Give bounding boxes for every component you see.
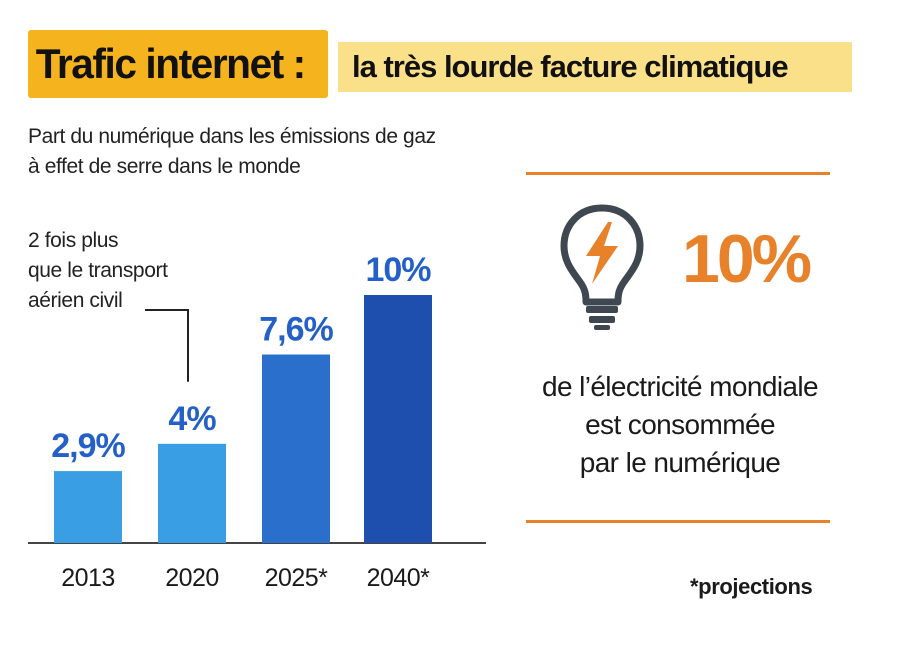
footnote: *projections xyxy=(690,574,813,599)
side-caption: de l’électricité mondiale est consommée … xyxy=(510,368,850,482)
title-sub: la très lourde facture climatique xyxy=(338,42,852,92)
x-tick-label: 2040* xyxy=(367,564,431,592)
divider-top xyxy=(526,172,830,175)
title-banner: Trafic internet : la très lourde facture… xyxy=(28,30,852,100)
bar-2013 xyxy=(54,471,122,543)
big-percentage: 10% xyxy=(682,221,812,297)
x-tick-label: 2025* xyxy=(265,564,329,592)
bar-2025 xyxy=(262,354,330,543)
subtitle-line-1: Part du numérique dans les émissions de … xyxy=(28,125,436,148)
data-label: 2,9% xyxy=(51,427,125,465)
caption-line-1: de l’électricité mondiale xyxy=(541,371,819,402)
data-label: 4% xyxy=(168,400,216,438)
chart-annotation: 2 fois plus que le transport aérien civi… xyxy=(28,226,228,316)
bar-2040 xyxy=(364,295,432,543)
subtitle-line-2: à effet de serre dans le monde xyxy=(28,155,301,178)
annotation-connector xyxy=(145,309,189,382)
caption-line-3: par le numérique xyxy=(579,447,781,478)
bar-2020 xyxy=(158,443,226,543)
chart-subtitle: Part du numérique dans les émissions de … xyxy=(28,122,488,182)
annotation-line-3: aérien civil xyxy=(28,289,123,312)
caption-line-2: est consommée xyxy=(585,409,775,440)
divider-bottom xyxy=(526,520,830,523)
data-label: 10% xyxy=(365,251,431,289)
title-main: Trafic internet : xyxy=(28,30,329,98)
x-tick-label: 2020 xyxy=(165,564,219,592)
annotation-line-2: que le transport xyxy=(28,259,168,282)
lightbulb-icon xyxy=(556,202,648,337)
data-label: 7,6% xyxy=(259,311,333,349)
annotation-line-1: 2 fois plus xyxy=(28,229,119,252)
x-tick-label: 2013 xyxy=(61,564,115,592)
